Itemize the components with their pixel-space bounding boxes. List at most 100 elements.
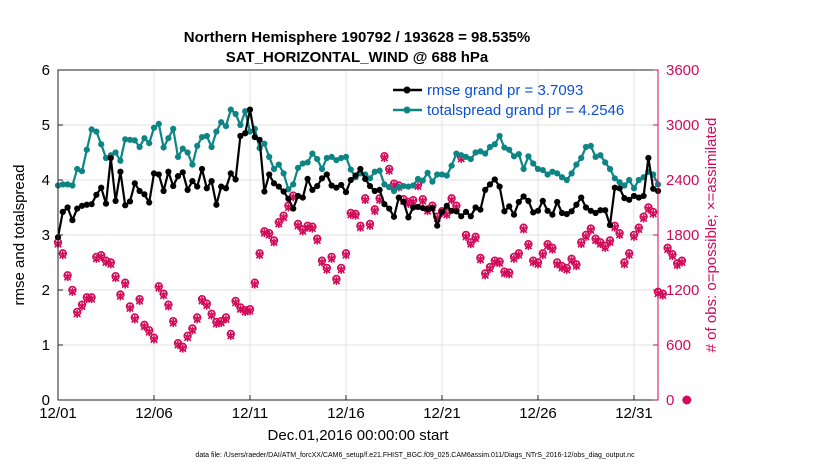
y-axis-label: rmse and totalspread [11,165,28,306]
rmse-point [136,187,143,195]
obs-assimilated-marker [620,260,629,269]
totalspread-point [453,150,460,157]
rmse-point [453,208,460,215]
totalspread-point [102,154,110,162]
rmse-point [366,182,374,190]
y2-axis-label: # of obs: o=possible; ×=assimilated [703,118,720,353]
totalspread-point [213,128,220,135]
rmse-point [208,178,215,185]
totalspread-point [400,182,407,190]
rmse-point [525,197,532,204]
totalspread-point [328,153,335,160]
rmse-point [213,201,220,208]
rmse-point [563,211,570,218]
rmse-point [261,188,268,195]
totalspread-point [69,182,76,189]
rmse-point [424,206,431,213]
totalspread-point [510,153,518,160]
rmse-point [477,206,484,213]
totalspread-point [318,165,326,173]
totalspread-point [290,181,297,188]
totalspread-point [285,186,292,193]
rmse-point [587,207,594,214]
totalspread-point [621,182,628,189]
rmse-point [112,197,119,204]
obs-assimilated-marker [668,252,677,261]
totalspread-point [606,165,614,173]
obs-possible-marker [682,395,692,405]
totalspread-point [515,151,522,158]
rmse-point [573,201,580,208]
rmse-point [275,183,282,190]
rmse-point [429,204,436,212]
y2-tick-label: 600 [666,337,691,354]
rmse-point [597,207,604,214]
totalspread-point [405,183,412,190]
rmse-point [405,214,412,221]
obs-assimilated-marker [495,259,504,268]
rmse-point [438,208,446,215]
totalspread-point [165,135,172,142]
rmse-point [246,106,254,113]
totalspread-point [170,125,177,132]
rmse-point [126,198,134,205]
totalspread-point [155,120,162,127]
rmse-point [69,217,76,224]
totalspread-point [323,154,330,162]
obs-assimilated-marker [572,262,581,271]
totalspread-point [448,162,455,169]
obs-assimilated-marker [582,232,590,241]
totalspread-point [227,106,234,113]
y2-tick-label: 1800 [666,227,699,244]
rmse-point [458,213,465,220]
obs-assimilated-marker [635,225,643,234]
chart-subtitle: SAT_HORIZONTAL_WIND @ 688 hPa [226,49,489,66]
obs-assimilated-marker [92,254,101,263]
obs-assimilated-marker [519,225,528,234]
totalspread-point [616,179,623,186]
obs-assimilated-marker [591,236,600,245]
rmse-point [376,186,383,193]
rmse-point [472,204,479,211]
totalspread-point [602,159,609,166]
totalspread-point [366,175,374,182]
totalspread-point [246,128,254,135]
totalspread-point [203,132,210,140]
totalspread-point [83,146,90,153]
totalspread-point [592,153,599,160]
obs-assimilated-marker [222,315,230,324]
totalspread-point [342,153,350,160]
totalspread-point [539,167,546,174]
obs-assimilated-marker [510,254,518,263]
x-axis: 12/01 12/06 12/11 12/16 12/21 12/26 12/31 [39,395,653,422]
totalspread-point [554,170,561,177]
rmse-point [198,165,206,173]
obs-assimilated-marker [539,251,547,260]
rmse-point [64,204,71,211]
obs-assimilated-marker [606,238,614,247]
obs-assimilated-marker [150,335,158,344]
rmse-point [102,200,110,207]
obs-assimilated-marker [663,245,672,254]
rmse-point [434,222,441,229]
totalspread-point [568,170,575,177]
y-tick-label: 4 [42,172,50,189]
rmse-point [117,168,124,175]
totalspread-point [218,119,225,126]
totalspread-point [74,165,81,173]
obs-assimilated-marker [447,196,456,205]
rmse-point [270,180,278,187]
rmse-point [131,180,138,187]
totalspread-point [122,136,129,143]
obs-assimilated-marker [356,223,365,232]
obs-assimilated-marker [371,207,379,216]
rmse-point [626,196,633,203]
obs-assimilated-marker [524,242,533,250]
totalspread-point [390,187,398,195]
obs-assimilated-marker [476,255,485,264]
rmse-point [294,192,302,200]
rmse-point [74,205,81,212]
totalspread-point [88,126,95,133]
obs-assimilated-marker [207,311,216,320]
